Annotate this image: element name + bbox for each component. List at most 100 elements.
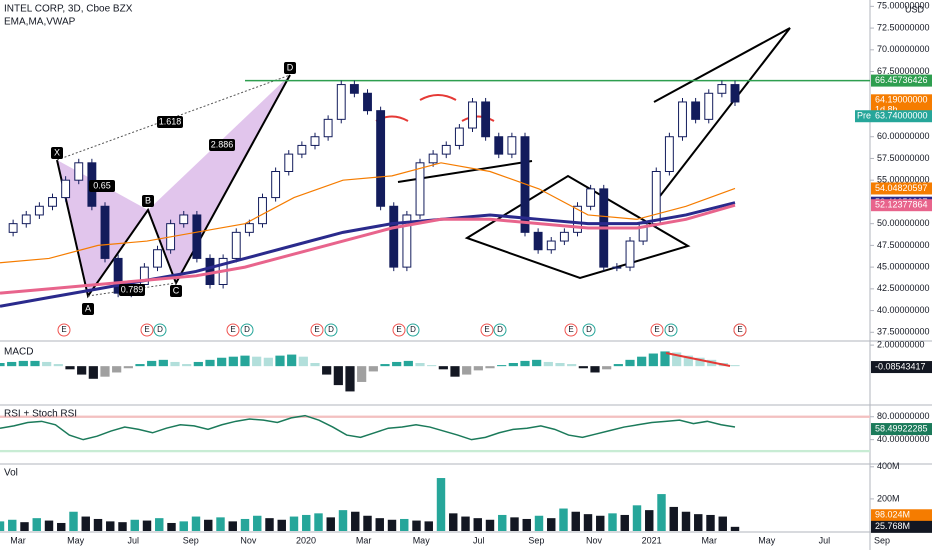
oversold-band <box>0 449 870 453</box>
pattern-label: B <box>145 195 151 205</box>
y-tick-label: 2.00000000 <box>877 339 925 349</box>
candle <box>678 101 687 138</box>
x-tick-label: Mar <box>701 535 717 545</box>
price-tag <box>871 520 932 533</box>
volume-bar <box>8 519 17 531</box>
volume-bar <box>93 518 103 531</box>
macd-bar <box>135 364 145 367</box>
pattern-label-bg <box>157 116 183 128</box>
price-tag <box>871 361 932 374</box>
volume-bar <box>718 516 727 531</box>
candle <box>664 136 674 173</box>
pre-badge <box>855 110 871 123</box>
volume-bar <box>240 518 250 531</box>
candle <box>21 214 31 225</box>
y-tick-label: 45.00000000 <box>877 261 930 271</box>
y-tick-label: 55.00000000 <box>877 175 930 185</box>
volume-bar <box>473 518 482 531</box>
macd-bar <box>182 364 192 367</box>
x-tick-label: May <box>758 535 776 545</box>
candle <box>271 171 281 199</box>
candle <box>625 240 635 268</box>
x-tick-label: Jul <box>819 535 831 545</box>
macd-bar <box>392 361 402 367</box>
candle <box>34 205 44 216</box>
ma-line <box>0 162 736 264</box>
macd-bar <box>660 351 670 367</box>
macd-bar <box>473 366 483 371</box>
event-marker <box>140 323 154 337</box>
volume-bar <box>338 510 348 531</box>
volume-bar <box>44 520 54 531</box>
price-tag <box>871 423 932 436</box>
x-tick-label: May <box>67 535 85 545</box>
candle <box>494 136 504 155</box>
pattern-label-bg <box>209 139 235 151</box>
macd-bar <box>613 364 623 367</box>
event-marker <box>153 323 167 337</box>
volume-bar <box>571 511 580 531</box>
volume-bar <box>534 515 544 531</box>
event-label: E <box>484 325 489 334</box>
macd-bar <box>578 366 588 369</box>
y-tick-label: 60.00000000 <box>877 131 930 141</box>
volume-bar <box>375 518 384 531</box>
volume-bar <box>289 516 299 531</box>
pre-badge-label: Pre <box>857 111 871 121</box>
macd-bar <box>217 357 227 367</box>
candle <box>48 197 57 207</box>
candle <box>730 84 740 103</box>
x-tick-label: 2020 <box>296 535 316 545</box>
macd-bar <box>310 363 320 367</box>
candle <box>231 231 241 259</box>
event-marker <box>392 323 406 337</box>
macd-bar <box>53 364 63 367</box>
candle <box>192 214 202 259</box>
candle <box>454 127 464 146</box>
event-marker <box>493 323 507 337</box>
candle <box>323 118 333 138</box>
volume-bar <box>400 518 409 531</box>
macd-bar <box>380 364 390 367</box>
pattern-label: A <box>85 303 91 313</box>
price-tag-label: 64.19000000 <box>875 95 928 105</box>
volume-bar <box>302 514 311 531</box>
volume-bar <box>118 522 127 531</box>
macd-bar <box>240 355 250 367</box>
event-label: E <box>396 325 401 334</box>
macd-bar <box>252 356 262 367</box>
macd-bar <box>345 366 355 392</box>
macd-bar <box>567 364 577 367</box>
price-tag-sub: 1d 8h <box>875 105 898 115</box>
candle <box>349 84 359 94</box>
candle <box>586 188 596 207</box>
volume-bar <box>449 513 458 531</box>
volume-bar <box>424 521 433 531</box>
macd-bar <box>427 365 437 367</box>
macd-bar <box>0 363 5 367</box>
candle <box>612 266 622 269</box>
volume-bar <box>69 511 78 531</box>
volume-bar <box>130 519 139 531</box>
macd-bar <box>112 366 122 373</box>
pattern-label: C <box>173 285 180 295</box>
x-tick-label: 2021 <box>642 535 662 545</box>
candle <box>376 110 386 207</box>
event-marker <box>664 323 678 337</box>
price-tag-label: 66.45736426 <box>875 75 928 85</box>
volume-bar <box>559 508 568 531</box>
volume-bar <box>730 526 740 531</box>
macd-bar <box>322 366 332 375</box>
candle <box>179 214 189 225</box>
macd-bar <box>462 366 472 375</box>
x-tick-label: May <box>413 535 431 545</box>
macd-bar <box>88 366 98 379</box>
overbought-band <box>0 415 870 418</box>
macd-bar <box>158 359 168 367</box>
macd-bar <box>415 363 425 367</box>
volume-bar <box>608 513 617 531</box>
candle <box>402 214 412 268</box>
event-marker <box>480 323 494 337</box>
volume-bar <box>632 505 642 531</box>
volume-bar <box>155 518 164 531</box>
